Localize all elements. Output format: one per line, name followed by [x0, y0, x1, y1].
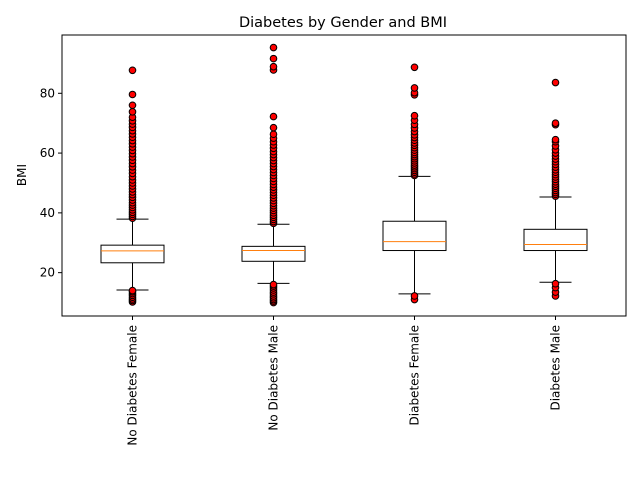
outlier-point	[410, 111, 419, 120]
outlier-point	[269, 123, 278, 132]
plot-area: 20 40 60 80 No Diabetes Female No Diabetes Ma…	[40, 34, 627, 446]
outlier-point	[128, 90, 137, 99]
outlier-point	[269, 54, 278, 63]
outlier-point	[410, 84, 419, 92]
outlier-point	[269, 62, 278, 71]
outlier-point	[551, 78, 560, 87]
box	[241, 245, 306, 262]
box	[100, 244, 165, 264]
outlier-point	[551, 119, 560, 127]
box	[382, 220, 447, 252]
x-tick-label: Diabetes Female	[408, 325, 422, 425]
x-tick-label: No Diabetes Female	[126, 325, 140, 446]
x-tick-label: Diabetes Male	[549, 325, 563, 411]
outlier-point	[128, 108, 137, 116]
y-tick-label: 40	[40, 206, 55, 220]
outlier-point	[410, 63, 419, 72]
chart-title: Diabetes by Gender and BMI	[239, 15, 447, 31]
outlier-point	[551, 135, 560, 144]
outlier-point	[269, 43, 278, 52]
outlier-point	[269, 280, 278, 289]
box	[523, 228, 588, 252]
outlier-point	[128, 66, 137, 75]
outlier-point	[269, 112, 278, 121]
y-tick-label: 80	[40, 86, 55, 100]
y-tick-label: 60	[40, 146, 55, 160]
outlier-point	[128, 101, 137, 110]
outlier-point	[551, 279, 560, 288]
outlier-point	[410, 292, 419, 300]
outlier-point	[128, 286, 137, 295]
outlier-point	[269, 130, 278, 139]
axes-frame	[61, 34, 627, 317]
x-tick-label: No Diabetes Male	[267, 325, 281, 431]
y-axis-label: BMI	[15, 164, 29, 186]
y-tick-label: 20	[40, 266, 55, 280]
